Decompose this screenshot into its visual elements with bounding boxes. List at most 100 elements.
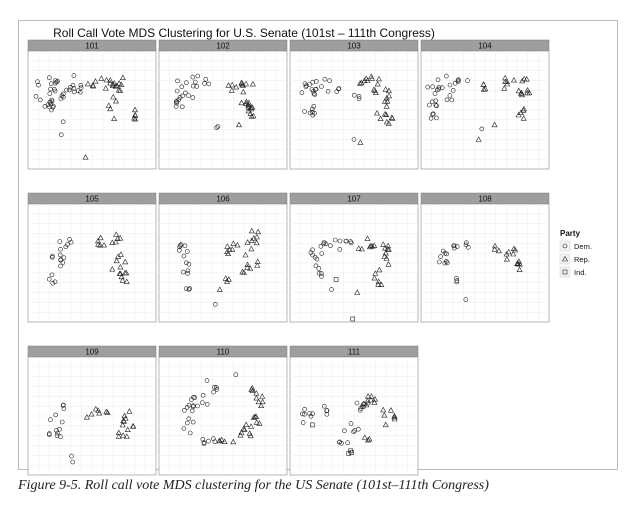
- point-dem: [307, 110, 313, 116]
- point-rep: [382, 421, 389, 428]
- point-dem: [186, 287, 192, 292]
- point-dem: [177, 95, 183, 100]
- point-rep: [515, 260, 522, 267]
- point-rep: [503, 250, 510, 257]
- point-rep: [221, 438, 228, 445]
- facet-strip-label: 104: [478, 41, 492, 50]
- point-rep: [239, 268, 246, 275]
- point-dem: [316, 270, 322, 276]
- point-rep: [376, 266, 383, 273]
- point-dem: [49, 272, 55, 278]
- point-rep: [367, 396, 374, 403]
- point-rep: [385, 261, 392, 267]
- point-dem: [61, 406, 67, 411]
- point-dem: [187, 286, 193, 291]
- point-rep: [244, 264, 251, 270]
- point-dem: [69, 453, 74, 459]
- point-rep: [482, 85, 489, 92]
- point-rep: [115, 433, 122, 439]
- point-dem: [351, 137, 357, 142]
- point-dem: [443, 73, 449, 79]
- facet-gridlines: [290, 204, 418, 322]
- point-dem: [313, 79, 319, 84]
- point-rep: [113, 257, 120, 264]
- point-rep: [523, 76, 530, 82]
- point-dem: [312, 111, 317, 116]
- point-rep: [491, 121, 498, 128]
- point-dem: [310, 252, 316, 258]
- point-rep: [116, 80, 123, 86]
- point-rep: [365, 436, 372, 443]
- point-rep: [367, 242, 375, 248]
- point-dem: [59, 419, 65, 425]
- point-dem: [191, 83, 196, 89]
- point-dem: [327, 78, 332, 83]
- point-dem: [337, 247, 343, 252]
- point-dem: [53, 412, 59, 418]
- point-dem: [71, 86, 77, 91]
- point-rep: [475, 136, 482, 142]
- point-rep: [233, 83, 240, 90]
- point-rep: [361, 434, 368, 440]
- facet-strip-label: 107: [347, 194, 361, 203]
- point-rep: [132, 112, 139, 118]
- point-rep: [356, 80, 364, 86]
- point-dem: [71, 89, 77, 95]
- point-rep: [381, 110, 389, 117]
- point-rep: [122, 415, 129, 421]
- point-dem: [354, 400, 360, 406]
- point-rep: [124, 426, 131, 433]
- point-dem: [310, 247, 315, 253]
- point-rep: [520, 115, 527, 121]
- point-dem: [444, 260, 450, 266]
- point-rep: [259, 393, 266, 399]
- point-rep: [237, 432, 244, 438]
- point-dem: [58, 96, 64, 101]
- point-rep: [123, 433, 130, 439]
- point-dem: [310, 411, 315, 417]
- point-rep: [122, 258, 129, 265]
- legend-title: Party: [560, 229, 581, 238]
- point-rep: [241, 426, 248, 432]
- point-dem: [33, 94, 39, 99]
- point-dem: [173, 104, 179, 109]
- point-dem: [438, 254, 443, 260]
- point-dem: [302, 109, 307, 114]
- point-dem: [319, 274, 324, 279]
- point-rep: [374, 80, 381, 87]
- point-ind: [346, 450, 352, 456]
- point-rep: [225, 82, 232, 88]
- point-rep: [103, 408, 110, 415]
- point-rep: [382, 245, 389, 251]
- point-dem: [46, 276, 52, 282]
- panels-layer: 101 102 103 104 105 106 107 108 109 110 111: [27, 39, 550, 476]
- point-dem: [47, 99, 53, 105]
- point-rep: [258, 402, 265, 409]
- point-dem: [70, 459, 76, 465]
- point-dem: [464, 240, 469, 245]
- point-dem: [68, 85, 73, 90]
- point-rep: [366, 435, 373, 442]
- point-rep: [259, 398, 266, 405]
- point-dem: [449, 97, 455, 103]
- point-rep: [119, 277, 126, 283]
- point-rep: [240, 88, 247, 95]
- point-rep: [503, 256, 510, 262]
- point-rep: [109, 239, 116, 245]
- point-rep: [382, 249, 389, 256]
- facet-panel-108: 108: [420, 192, 550, 323]
- point-dem: [450, 88, 456, 93]
- point-rep: [240, 425, 247, 432]
- point-rep: [243, 100, 250, 106]
- point-rep: [243, 421, 250, 427]
- facet-panel-107: 107: [289, 192, 419, 323]
- point-dem: [54, 428, 59, 433]
- point-dem: [186, 93, 191, 98]
- point-dem: [308, 413, 314, 419]
- point-rep: [249, 80, 256, 87]
- point-rep: [383, 111, 390, 117]
- point-rep: [253, 419, 260, 425]
- point-dem: [479, 126, 485, 132]
- point-dem: [178, 243, 183, 248]
- point-rep: [514, 260, 521, 266]
